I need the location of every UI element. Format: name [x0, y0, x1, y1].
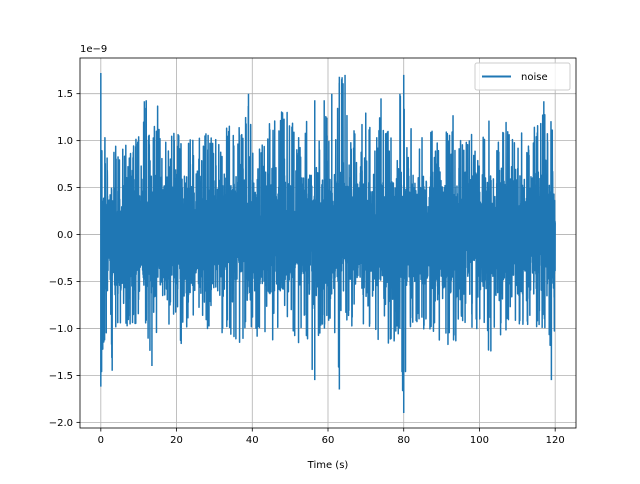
y-tick-label: 0.5 [57, 183, 73, 194]
y-tick-label: −1.5 [49, 371, 73, 382]
y-tick-label: −1.0 [49, 324, 73, 335]
x-tick-label: 60 [322, 435, 335, 446]
x-tick-label: 40 [246, 435, 259, 446]
y-tick-label: 1.0 [57, 136, 73, 147]
x-tick-label: 80 [397, 435, 410, 446]
legend-label-noise: noise [521, 72, 548, 83]
y-axis: −2.0 −1.5 −1.0 −0.5 0.0 0.5 1.0 1.5 [49, 89, 80, 429]
x-axis-label: Time (s) [307, 460, 349, 471]
y-tick-label: 0.0 [57, 230, 73, 241]
y-tick-label: −2.0 [49, 418, 73, 429]
y-tick-label: −0.5 [49, 277, 73, 288]
series-line-noise [100, 73, 556, 413]
y-offset-label: 1e−9 [80, 44, 107, 55]
legend-frame [474, 62, 571, 91]
x-tick-label: 20 [170, 435, 183, 446]
legend: noise [474, 62, 571, 91]
series-layer [100, 73, 556, 413]
x-tick-label: 0 [98, 435, 104, 446]
x-tick-label: 100 [470, 435, 489, 446]
y-tick-label: 1.5 [57, 89, 73, 100]
x-axis: 0 20 40 60 80 100 120 [98, 428, 565, 446]
x-tick-label: 120 [546, 435, 565, 446]
